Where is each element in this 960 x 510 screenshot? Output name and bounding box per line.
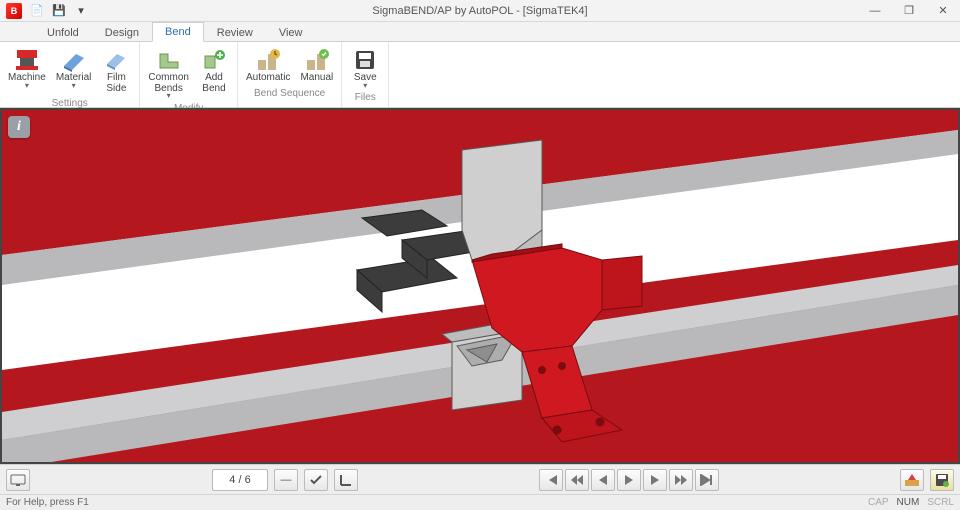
prev-button[interactable]	[591, 469, 615, 491]
last-button[interactable]	[695, 469, 719, 491]
qat-document-icon[interactable]: 📄	[28, 3, 46, 19]
cap-indicator: CAP	[868, 497, 889, 508]
add-bend-button[interactable]: Add Bend	[195, 44, 233, 102]
tab-view[interactable]: View	[266, 23, 316, 42]
status-help-text: For Help, press F1	[6, 497, 89, 508]
add-bend-icon	[200, 47, 228, 73]
machine-button[interactable]: Machine ▾	[4, 44, 50, 97]
ribbon-tabs: Unfold Design Bend Review View	[0, 22, 960, 42]
app-icon[interactable]: B	[6, 3, 22, 19]
gauge-button[interactable]	[334, 469, 358, 491]
film-icon	[102, 47, 130, 73]
group-caption-sequence: Bend Sequence	[254, 88, 325, 99]
step-decrement-button[interactable]: —	[274, 469, 298, 491]
ribbon-group-sequence: Automatic Manual Bend Sequence	[238, 42, 342, 107]
film-side-button[interactable]: Film Side	[97, 44, 135, 97]
quick-access-toolbar: 📄 💾 ▾	[28, 3, 90, 19]
window-title: SigmaBEND/AP by AutoPOL - [SigmaTEK4]	[372, 5, 587, 17]
step-confirm-button[interactable]	[304, 469, 328, 491]
save-icon	[935, 473, 949, 487]
add-bend-label: Add Bend	[202, 73, 225, 94]
tab-design[interactable]: Design	[92, 23, 152, 42]
automatic-label: Automatic	[246, 73, 290, 84]
scrl-indicator: SCRL	[927, 497, 954, 508]
step-indicator: 4 / 6	[212, 469, 268, 491]
film-side-label: Film Side	[106, 73, 126, 94]
manual-label: Manual	[300, 73, 333, 84]
manual-button[interactable]: Manual	[296, 44, 337, 87]
manual-icon	[303, 47, 331, 73]
ribbon-group-settings: Machine ▾ Material ▾ Film Side Settings	[0, 42, 140, 107]
play-button[interactable]	[617, 469, 641, 491]
material-button[interactable]: Material ▾	[52, 44, 96, 97]
tab-bend[interactable]: Bend	[152, 22, 204, 42]
palette-icon	[904, 473, 920, 487]
qat-save-icon[interactable]: 💾	[50, 3, 68, 19]
group-caption-files: Files	[355, 92, 376, 103]
check-icon	[309, 473, 323, 487]
playback-controls	[539, 469, 719, 491]
tab-unfold[interactable]: Unfold	[34, 23, 92, 42]
scene-svg	[2, 110, 958, 462]
common-bends-icon	[155, 47, 183, 73]
info-badge[interactable]: i	[8, 116, 30, 138]
machine-icon	[13, 47, 41, 73]
step-text: 4 / 6	[229, 474, 250, 486]
chevron-down-icon: ▾	[363, 84, 367, 89]
qat-dropdown-icon[interactable]: ▾	[72, 3, 90, 19]
angle-icon	[339, 473, 353, 487]
chevron-down-icon: ▾	[72, 84, 76, 89]
titlebar: B 📄 💾 ▾ SigmaBEND/AP by AutoPOL - [Sigma…	[0, 0, 960, 22]
chevron-down-icon: ▾	[167, 94, 171, 99]
save-icon	[351, 47, 379, 73]
ribbon-group-modify: Common Bends ▾ Add Bend Modify	[140, 42, 238, 107]
common-bends-button[interactable]: Common Bends ▾	[144, 44, 193, 102]
next-fast-button[interactable]	[669, 469, 693, 491]
close-button[interactable]: ✕	[926, 0, 960, 22]
first-button[interactable]	[539, 469, 563, 491]
tool-colors-button[interactable]	[900, 469, 924, 491]
next-button[interactable]	[643, 469, 667, 491]
num-indicator: NUM	[897, 497, 920, 508]
automatic-icon	[254, 47, 282, 73]
save-view-button[interactable]	[930, 469, 954, 491]
material-icon	[60, 47, 88, 73]
chevron-down-icon: ▾	[25, 84, 29, 89]
bottom-toolbar: 4 / 6 —	[0, 464, 960, 494]
prev-fast-button[interactable]	[565, 469, 589, 491]
automatic-button[interactable]: Automatic	[242, 44, 294, 87]
window-controls: — ❐ ✕	[858, 0, 960, 22]
tab-review[interactable]: Review	[204, 23, 266, 42]
viewport-3d[interactable]: i	[0, 108, 960, 464]
display-mode-button[interactable]	[6, 469, 30, 491]
ribbon-group-files: Save ▾ Files	[342, 42, 389, 107]
maximize-button[interactable]: ❐	[892, 0, 926, 22]
save-button[interactable]: Save ▾	[346, 44, 384, 91]
ribbon: Machine ▾ Material ▾ Film Side Settings	[0, 42, 960, 108]
minimize-button[interactable]: —	[858, 0, 892, 22]
status-bar: For Help, press F1 CAP NUM SCRL	[0, 494, 960, 510]
monitor-icon	[10, 474, 26, 486]
